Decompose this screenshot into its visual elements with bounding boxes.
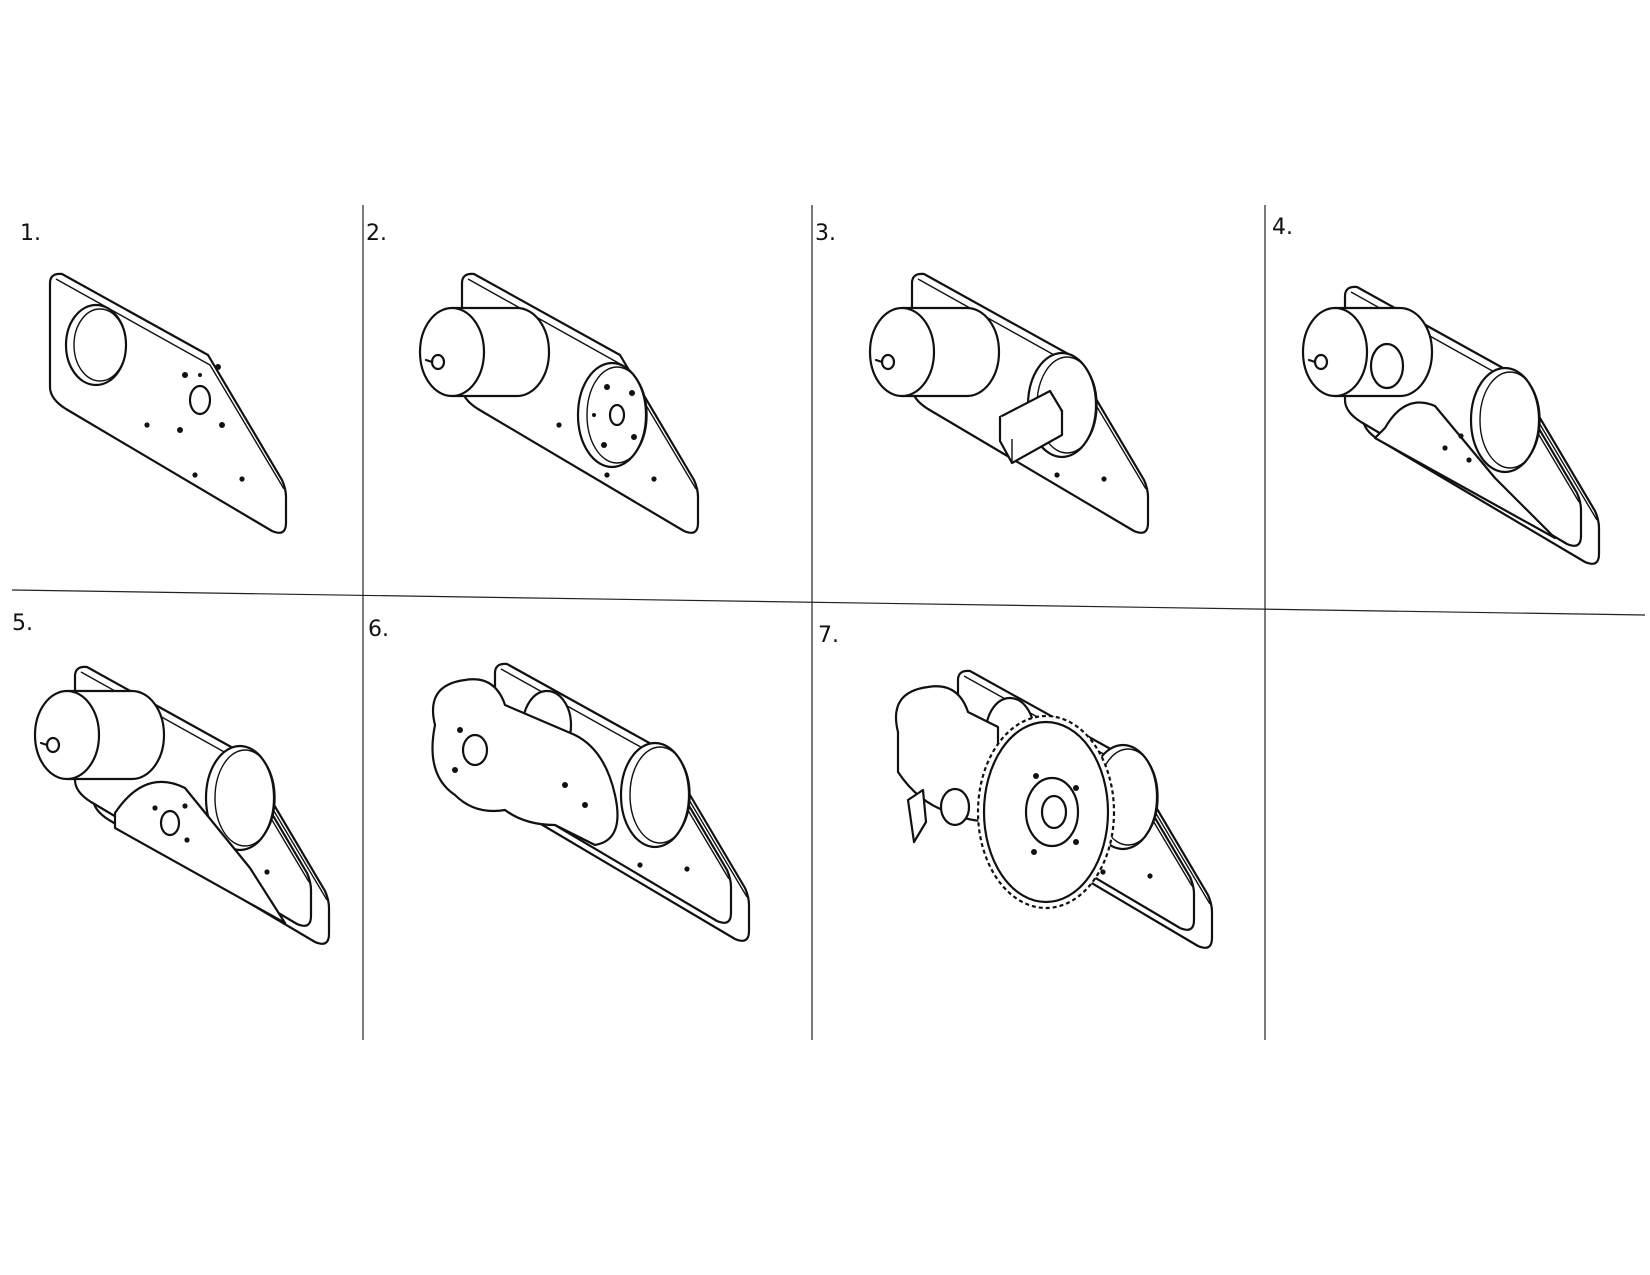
step-3-illustration bbox=[868, 272, 1150, 534]
step-label-1: 1. bbox=[20, 221, 41, 246]
step-label-5: 5. bbox=[12, 611, 33, 636]
step-label-3: 3. bbox=[815, 221, 836, 246]
step-6-illustration bbox=[431, 662, 751, 942]
step-label-2: 2. bbox=[366, 221, 387, 246]
step-2-illustration bbox=[418, 272, 700, 534]
step-4-illustration bbox=[1301, 285, 1601, 565]
step-label-7: 7. bbox=[818, 623, 839, 648]
step-label-4: 4. bbox=[1272, 215, 1293, 240]
step-1-illustration bbox=[48, 272, 288, 534]
step-7-illustration bbox=[894, 669, 1214, 949]
step-label-6: 6. bbox=[368, 617, 389, 642]
step-5-illustration bbox=[33, 665, 331, 945]
panel-grid bbox=[11, 205, 1646, 1040]
